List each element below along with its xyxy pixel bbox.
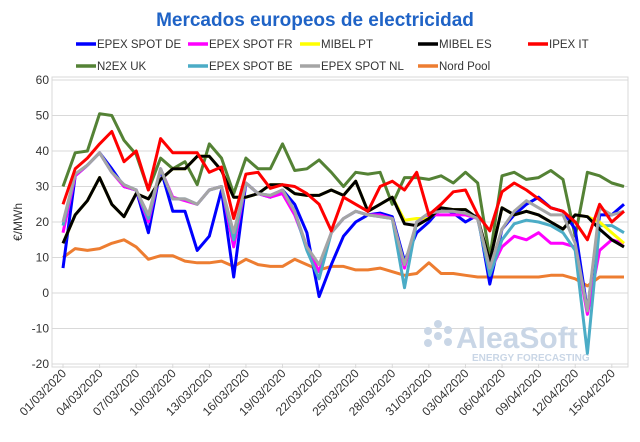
legend-item: EPEX SPOT FR — [188, 39, 293, 51]
legend-item: MIBEL ES — [418, 39, 492, 51]
y-tick-label: 10 — [36, 251, 50, 265]
legend: EPEX SPOT DE EPEX SPOT FR MIBEL PT MIBEL ES… — [76, 39, 589, 73]
legend-item: Nord Pool — [418, 61, 490, 73]
legend-label: MIBEL ES — [439, 39, 492, 51]
series-line-nord-pool — [62, 238, 624, 288]
y-tick-label: 30 — [36, 180, 50, 194]
y-tick-label: -10 — [32, 322, 50, 336]
svg-text:AleaSoft: AleaSoft — [456, 322, 578, 355]
chart-title: Mercados europeos de electricidad — [156, 10, 474, 31]
series-lines — [61, 112, 625, 355]
y-tick-label: 0 — [42, 286, 49, 300]
legend-item: MIBEL PT — [300, 39, 373, 51]
x-axis: 01/03/202004/03/202007/03/202010/03/2020… — [17, 364, 618, 419]
series-line-epex-spot-nl — [61, 151, 625, 313]
legend-item: N2EX UK — [76, 61, 147, 73]
svg-text:ENERGY FORECASTING: ENERGY FORECASTING — [472, 353, 590, 364]
legend-label: MIBEL PT — [321, 39, 373, 51]
y-axis: -20 -10 0 10 20 30 40 50 60 — [32, 73, 50, 371]
series-line-ipex-it — [61, 130, 625, 242]
y-tick-label: -20 — [32, 357, 50, 371]
legend-label: EPEX SPOT BE — [209, 61, 293, 73]
legend-item: EPEX SPOT DE — [76, 39, 181, 51]
y-tick-label: 60 — [36, 73, 50, 87]
legend-item: EPEX SPOT NL — [300, 61, 404, 73]
legend-label: EPEX SPOT DE — [97, 39, 181, 51]
legend-label: IPEX IT — [549, 39, 589, 51]
series-line-n2ex-uk — [61, 112, 625, 259]
aleasoft-logo-watermark: AleaSoft ENERGY FORECASTING — [424, 320, 590, 364]
y-tick-label: 50 — [36, 109, 50, 123]
legend-label: Nord Pool — [439, 61, 490, 73]
y-tick-label: 20 — [36, 215, 50, 229]
legend-item: EPEX SPOT BE — [188, 61, 293, 73]
y-tick-label: 40 — [36, 144, 50, 158]
legend-label: EPEX SPOT NL — [321, 61, 404, 73]
legend-label: N2EX UK — [97, 61, 147, 73]
y-axis-title: €/MWh — [11, 203, 25, 241]
legend-item: IPEX IT — [528, 39, 589, 51]
legend-label: EPEX SPOT FR — [209, 39, 293, 51]
